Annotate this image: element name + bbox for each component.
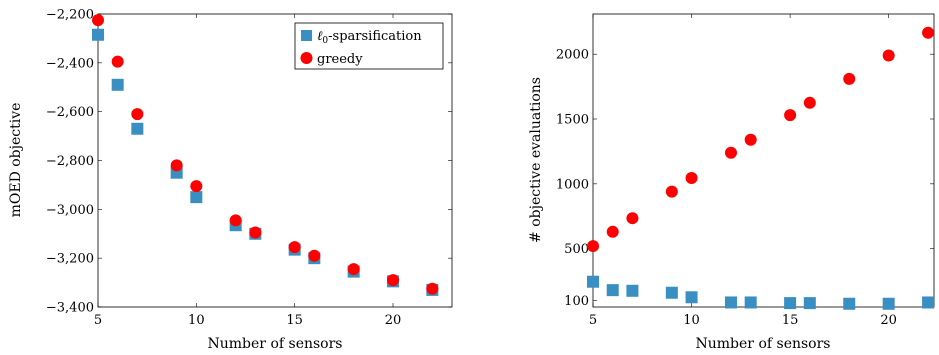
- y-tick-label: −2,200: [46, 8, 94, 23]
- point-greedy: [249, 226, 262, 239]
- point-sparsification: [190, 191, 203, 204]
- y-tick-label: −3,000: [46, 203, 94, 218]
- legend: ℓ0-sparsification greedy: [294, 22, 444, 70]
- chart-evaluations: 100 500 1000 1500 2000 5 10 15 20 Number of sen…: [528, 13, 935, 352]
- y-tick-label: −2,400: [46, 56, 94, 71]
- legend-marker-greedy: [300, 52, 313, 64]
- point-greedy: [387, 274, 399, 287]
- x-ticks-left: 5 10 15 20: [94, 14, 401, 328]
- y-ticks-left: −2,200 −2,400 −2,600 −2,800 −3,000 −3,200 −3,4…: [46, 8, 452, 316]
- point-greedy: [229, 214, 242, 227]
- point-sparsification: [587, 275, 599, 288]
- legend-label-sparsification: ℓ0-sparsification: [317, 29, 422, 46]
- point-greedy: [190, 180, 203, 193]
- data-points-left: [92, 14, 439, 296]
- point-greedy: [744, 133, 757, 146]
- point-sparsification: [665, 286, 678, 299]
- point-greedy: [170, 159, 183, 172]
- point-greedy: [922, 26, 935, 39]
- y-tick-label: −3,400: [46, 301, 94, 316]
- x-tick-label: 10: [188, 313, 205, 328]
- chart-objective: −2,200 −2,400 −2,600 −2,800 −3,000 −3,200 −3,4…: [8, 8, 453, 352]
- data-points-right: [587, 26, 935, 310]
- point-greedy: [131, 108, 144, 121]
- point-sparsification: [92, 28, 104, 41]
- legend-label-sparsification-suffix: -sparsification: [328, 29, 422, 44]
- legend-label-sparsification-ell: ℓ: [317, 29, 323, 44]
- x-axis-title-left: Number of sensors: [208, 336, 343, 352]
- point-greedy: [843, 72, 856, 85]
- point-greedy: [685, 172, 698, 185]
- point-greedy: [724, 146, 737, 159]
- point-greedy: [882, 49, 895, 62]
- point-greedy: [587, 240, 599, 253]
- y-tick-label: 1000: [556, 177, 589, 192]
- point-greedy: [92, 14, 104, 27]
- y-tick-label: 100: [564, 294, 589, 309]
- point-sparsification: [922, 296, 935, 309]
- point-greedy: [803, 96, 816, 109]
- legend-label-sparsification-subscript: 0: [322, 36, 328, 46]
- x-tick-label: 20: [880, 313, 897, 328]
- y-tick-label: 500: [564, 242, 589, 257]
- point-greedy: [308, 249, 321, 262]
- point-sparsification: [724, 296, 737, 309]
- legend-label-greedy: greedy: [317, 52, 363, 67]
- y-tick-label: −3,200: [46, 252, 94, 267]
- x-ticks-right: 5 10 15 20: [589, 14, 897, 328]
- point-sparsification: [111, 78, 124, 91]
- point-sparsification: [626, 284, 639, 297]
- point-sparsification: [882, 297, 895, 310]
- y-ticks-right: 100 500 1000 1500 2000: [556, 48, 934, 309]
- point-sparsification: [843, 297, 856, 310]
- point-sparsification: [131, 122, 144, 135]
- point-greedy: [426, 282, 439, 295]
- point-greedy: [288, 241, 301, 254]
- x-tick-label: 20: [385, 313, 402, 328]
- legend-marker-sparsification: [301, 30, 312, 41]
- y-axis-title-right: # objective evaluations: [528, 77, 544, 243]
- point-greedy: [626, 212, 639, 225]
- point-sparsification: [744, 296, 757, 309]
- legend-box: [294, 22, 444, 70]
- x-tick-label: 15: [782, 313, 799, 328]
- x-tick-label: 5: [94, 313, 102, 328]
- y-axis-title-left: mOED objective: [8, 103, 24, 218]
- y-tick-label: −2,600: [46, 105, 94, 120]
- point-greedy: [606, 225, 619, 238]
- point-greedy: [347, 263, 360, 276]
- y-tick-label: 2000: [556, 48, 589, 63]
- y-tick-label: 1500: [556, 113, 589, 128]
- x-tick-label: 5: [589, 313, 597, 328]
- point-sparsification: [685, 291, 698, 304]
- x-axis-title-right: Number of sensors: [696, 336, 831, 352]
- point-sparsification: [803, 297, 816, 310]
- point-greedy: [665, 185, 678, 198]
- point-greedy: [784, 109, 797, 122]
- point-sparsification: [606, 284, 619, 297]
- point-sparsification: [784, 297, 797, 310]
- x-tick-label: 10: [683, 313, 700, 328]
- x-tick-label: 15: [286, 313, 303, 328]
- plot-frame-right: [592, 13, 935, 308]
- point-greedy: [111, 55, 124, 68]
- y-tick-label: −2,800: [46, 154, 94, 169]
